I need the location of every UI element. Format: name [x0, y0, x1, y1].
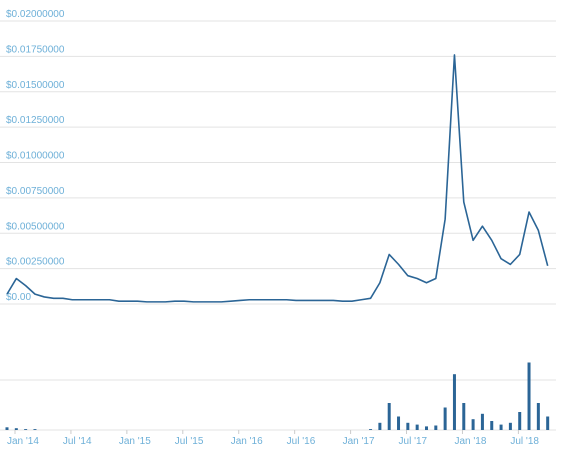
volume-bar [33, 429, 37, 430]
volume-bar [462, 403, 466, 430]
y-tick-label: $0.00750000 [6, 186, 65, 197]
volume-bar [518, 412, 522, 430]
y-tick-label: $0.01750000 [6, 44, 65, 55]
volume-bar [527, 362, 531, 430]
volume-bar [490, 421, 494, 430]
x-tick-label: Jan '16 [231, 436, 263, 447]
volume-bar [546, 416, 550, 430]
y-tick-label: $0.00250000 [6, 257, 65, 268]
volume-bar [452, 374, 456, 430]
volume-bar [434, 425, 438, 430]
y-tick-label: $0.01000000 [6, 151, 65, 162]
x-tick-label: Jan '14 [7, 436, 39, 447]
y-tick-label: $0.00500000 [6, 221, 65, 232]
x-tick-label: Jul '18 [510, 436, 539, 447]
volume-bar [480, 413, 484, 430]
x-tick-label: Jan '15 [119, 436, 151, 447]
price-line [6, 54, 549, 303]
x-tick-label: Jan '17 [343, 436, 375, 447]
y-tick-label: $0.01250000 [6, 115, 65, 126]
volume-bar [5, 427, 9, 430]
volume-bar [508, 422, 512, 430]
x-tick-label: Jul '14 [63, 436, 92, 447]
y-tick-label: $0.01500000 [6, 80, 65, 91]
volume-bar [397, 416, 401, 430]
volume-bar [536, 403, 540, 430]
x-tick-label: Jul '16 [287, 436, 316, 447]
volume-bar [415, 424, 419, 430]
x-tick-label: Jul '15 [175, 436, 204, 447]
volume-bar [369, 429, 373, 430]
volume-bar [14, 428, 18, 430]
volume-bar [378, 422, 382, 430]
y-tick-label: $0.00 [6, 292, 31, 303]
x-tick-label: Jul '17 [399, 436, 428, 447]
volume-bar [471, 419, 475, 430]
volume-bar [24, 429, 28, 430]
volume-bar [424, 426, 428, 430]
x-tick-label: Jan '18 [454, 436, 486, 447]
volume-bar [499, 424, 503, 430]
volume-bar [443, 407, 447, 430]
y-tick-label: $0.02000000 [6, 9, 65, 20]
volume-bar [406, 422, 410, 430]
volume-bar [387, 403, 391, 430]
